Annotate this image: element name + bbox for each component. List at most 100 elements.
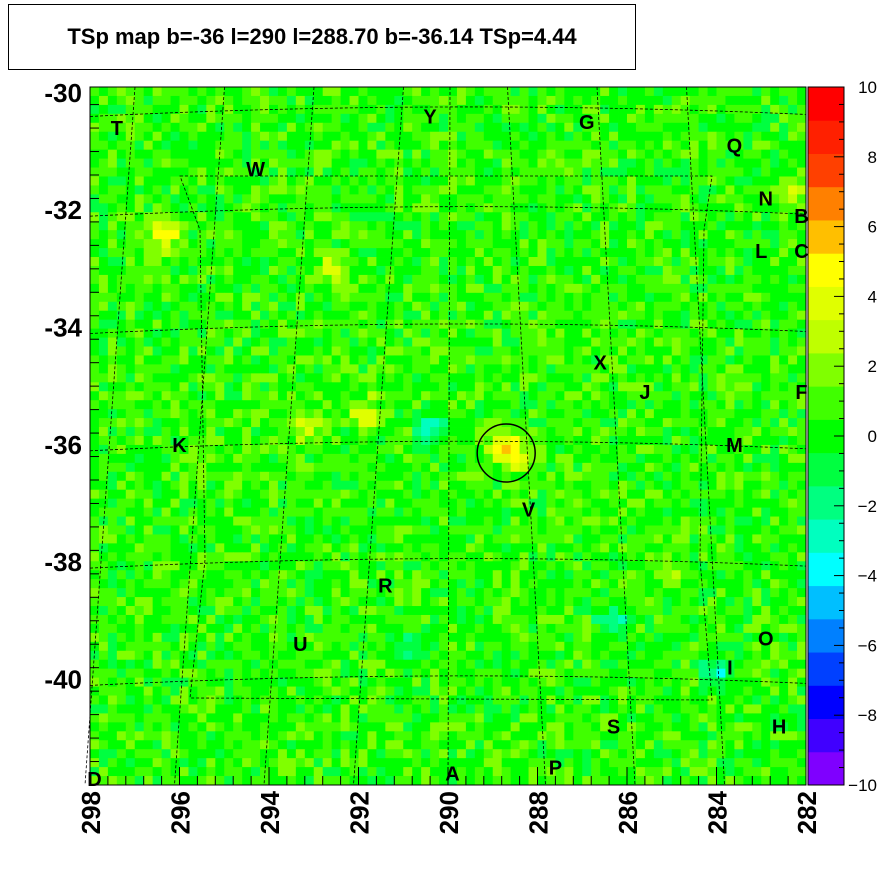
heatmap-cell xyxy=(671,203,682,213)
heatmap-cell xyxy=(519,462,529,473)
heatmap-cell xyxy=(456,113,467,124)
heatmap-cell xyxy=(349,248,359,258)
heatmap-cell xyxy=(412,230,422,240)
heatmap-cell xyxy=(653,167,664,177)
heatmap-cell xyxy=(761,346,771,356)
heatmap-cell xyxy=(779,310,789,321)
heatmap-cell xyxy=(233,149,243,159)
heatmap-cell xyxy=(779,570,789,580)
heatmap-cell xyxy=(421,436,431,446)
heatmap-cell xyxy=(555,471,565,482)
heatmap-cell xyxy=(743,274,753,285)
heatmap-cell xyxy=(197,319,207,330)
heatmap-cell xyxy=(295,310,306,321)
heatmap-cell xyxy=(707,212,717,222)
heatmap-cell xyxy=(752,588,762,598)
heatmap-cell xyxy=(385,131,395,142)
heatmap-cell xyxy=(188,606,198,616)
heatmap-cell xyxy=(286,516,297,526)
heatmap-cell xyxy=(564,597,574,607)
heatmap-cell xyxy=(564,543,574,553)
heatmap-cell xyxy=(591,355,601,365)
heatmap-cell xyxy=(483,597,494,607)
heatmap-cell xyxy=(206,283,216,294)
heatmap-cell xyxy=(206,248,216,258)
heatmap-cell xyxy=(367,176,377,186)
heatmap-cell xyxy=(116,507,127,517)
heatmap-cell xyxy=(340,248,350,258)
heatmap-cell xyxy=(797,400,807,410)
heatmap-cell xyxy=(295,471,306,482)
heatmap-cell xyxy=(689,498,699,508)
heatmap-cell xyxy=(98,140,109,151)
heatmap-cell xyxy=(582,507,592,517)
heatmap-cell xyxy=(251,489,261,500)
heatmap-cell xyxy=(394,167,404,177)
heatmap-cell xyxy=(465,382,476,392)
heatmap-cell xyxy=(331,301,341,312)
heatmap-cell xyxy=(519,310,529,321)
heatmap-cell xyxy=(188,579,198,589)
heatmap-cell xyxy=(304,185,315,195)
heatmap-cell xyxy=(635,400,646,410)
heatmap-cell xyxy=(331,471,341,482)
heatmap-cell xyxy=(233,185,243,195)
heatmap-cell xyxy=(618,319,628,330)
heatmap-cell xyxy=(385,292,395,303)
heatmap-cell xyxy=(116,588,127,598)
heatmap-cell xyxy=(716,140,726,151)
heatmap-cell xyxy=(286,265,297,276)
heatmap-cell xyxy=(206,87,216,97)
heatmap-cell xyxy=(591,346,601,356)
heatmap-cell xyxy=(286,471,297,482)
heatmap-cell xyxy=(313,185,324,195)
heatmap-cell xyxy=(528,373,538,383)
heatmap-cell xyxy=(215,373,225,383)
heatmap-cell xyxy=(761,462,771,473)
heatmap-cell xyxy=(188,212,198,222)
heatmap-cell xyxy=(116,230,127,240)
heatmap-cell xyxy=(385,552,395,562)
heatmap-cell xyxy=(689,436,699,446)
heatmap-cell xyxy=(716,122,726,133)
heatmap-cell xyxy=(716,579,726,589)
heatmap-cell xyxy=(510,462,520,473)
heatmap-cell xyxy=(349,391,359,401)
heatmap-cell xyxy=(671,364,682,374)
heatmap-cell xyxy=(224,239,234,249)
heatmap-cell xyxy=(761,382,771,392)
heatmap-cell xyxy=(367,131,377,142)
heatmap-cell xyxy=(689,632,699,643)
heatmap-cell xyxy=(671,301,682,312)
heatmap-cell xyxy=(134,239,145,249)
heatmap-cell xyxy=(483,283,494,294)
heatmap-cell xyxy=(224,507,234,517)
heatmap-cell xyxy=(358,113,368,124)
heatmap-cell xyxy=(161,525,171,535)
heatmap-cell xyxy=(322,489,333,500)
heatmap-cell xyxy=(242,462,252,473)
heatmap-cell xyxy=(107,588,118,598)
heatmap-cell xyxy=(331,239,341,249)
heatmap-cell xyxy=(618,597,628,607)
heatmap-cell xyxy=(313,167,324,177)
heatmap-cell xyxy=(206,614,216,625)
heatmap-cell xyxy=(707,570,717,580)
heatmap-cell xyxy=(412,265,422,276)
heatmap-cell xyxy=(251,292,261,303)
heatmap-cell xyxy=(161,194,171,204)
heatmap-cell xyxy=(439,507,449,517)
heatmap-cell xyxy=(385,409,395,419)
heatmap-cell xyxy=(304,176,315,186)
heatmap-cell xyxy=(98,480,109,491)
heatmap-cell xyxy=(394,543,404,553)
heatmap-cell xyxy=(233,176,243,186)
heatmap-cell xyxy=(98,328,109,338)
heatmap-cell xyxy=(519,292,529,303)
heatmap-cell xyxy=(215,418,225,428)
heatmap-cell xyxy=(188,507,198,517)
heatmap-cell xyxy=(618,301,628,312)
heatmap-cell xyxy=(269,355,279,365)
heatmap-cell xyxy=(260,328,270,338)
heatmap-cell xyxy=(295,230,306,240)
